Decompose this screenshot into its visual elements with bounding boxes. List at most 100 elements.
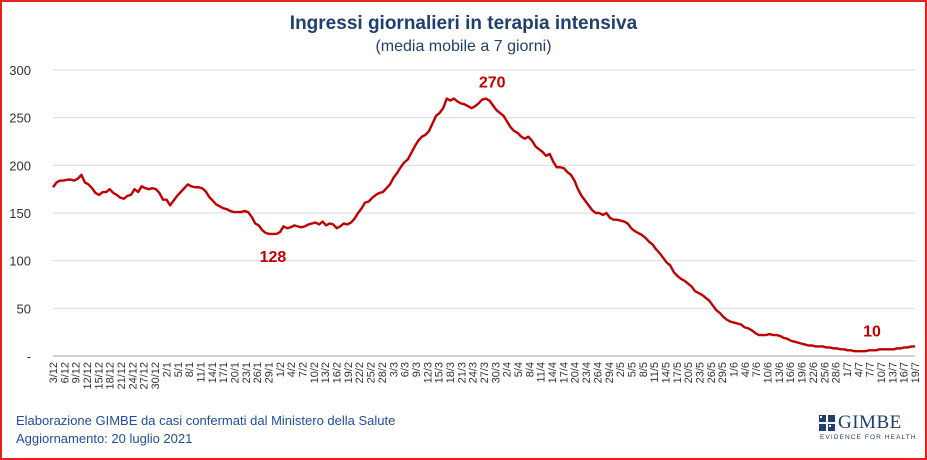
x-tick-label: 23/5 xyxy=(695,362,707,383)
x-tick-label: 10/2 xyxy=(309,362,321,383)
x-tick-label: 7/2 xyxy=(298,362,310,377)
x-tick-label: 7/6 xyxy=(751,362,763,377)
x-tick-label: 30/3 xyxy=(490,362,502,383)
x-tick-label: 10/6 xyxy=(763,362,775,383)
x-tick-label: 4/6 xyxy=(740,362,752,377)
x-tick-label: 14/1 xyxy=(207,362,219,383)
x-tick-label: 16/7 xyxy=(899,362,911,383)
y-tick-label: 150 xyxy=(9,206,31,221)
series-layer xyxy=(52,97,915,353)
x-tick-label: 19/2 xyxy=(343,362,355,383)
x-tick-label: 20/4 xyxy=(570,362,582,383)
y-tick-label: 250 xyxy=(9,111,31,126)
gimbe-logo-text: GIMBE xyxy=(838,412,902,433)
x-tick-label: 12/12 xyxy=(82,362,94,390)
x-tick-label: 16/2 xyxy=(332,362,344,383)
gimbe-logo: GIMBE EVIDENCE FOR HEALTH xyxy=(818,412,917,446)
x-tick-label: 13/6 xyxy=(774,362,786,383)
x-tick-label: 25/2 xyxy=(366,362,378,383)
chart-subtitle: (media mobile a 7 giorni) xyxy=(375,38,552,55)
x-tick-label: 14/5 xyxy=(660,362,672,383)
x-tick-label: 21/3 xyxy=(456,362,468,383)
y-tick-label: 200 xyxy=(9,158,31,173)
x-axis-ticks: 3/12 6/12 9/12 12/12 15/12 18/12 21/12 24/12 27/… xyxy=(48,362,922,390)
x-tick-label: 9/3 xyxy=(411,362,423,377)
x-tick-label: 4/7 xyxy=(853,362,865,377)
x-tick-label: 18/3 xyxy=(445,362,457,383)
x-tick-label: 2/4 xyxy=(502,362,514,377)
x-tick-label: 8/5 xyxy=(638,362,650,377)
x-tick-label: 22/6 xyxy=(808,362,820,383)
x-tick-label: 9/12 xyxy=(71,362,83,383)
data-label: 10 xyxy=(863,323,881,340)
x-tick-label: 1/6 xyxy=(729,362,741,377)
x-tick-label: 1/2 xyxy=(275,362,287,377)
y-axis-ticks: - 50 100 150 200 250 300 xyxy=(9,63,31,364)
x-tick-label: 29/5 xyxy=(717,362,729,383)
grid-lines xyxy=(53,69,915,357)
x-tick-label: 26/1 xyxy=(252,362,264,383)
x-tick-label: 5/1 xyxy=(173,362,185,377)
x-tick-label: 17/5 xyxy=(672,362,684,383)
x-tick-label: 27/3 xyxy=(479,362,491,383)
x-tick-label: 22/2 xyxy=(354,362,366,383)
x-tick-label: 2/1 xyxy=(161,362,173,377)
chart-title: Ingressi giornalieri in terapia intensiv… xyxy=(289,13,638,34)
x-tick-label: 1/7 xyxy=(842,362,854,377)
y-tick-label: 50 xyxy=(17,301,31,316)
data-label: 270 xyxy=(479,75,506,92)
footer-source: Elaborazione GIMBE da casi confermati da… xyxy=(16,413,396,428)
x-tick-label: 19/6 xyxy=(797,362,809,383)
x-tick-label: 3/12 xyxy=(48,362,60,383)
x-tick-label: 29/4 xyxy=(604,362,616,383)
x-tick-label: 18/12 xyxy=(105,362,117,390)
data-label: 128 xyxy=(260,249,287,266)
gimbe-logo-tagline: EVIDENCE FOR HEALTH xyxy=(820,434,917,441)
x-tick-label: 11/1 xyxy=(195,362,207,383)
x-tick-label: 12/3 xyxy=(422,362,434,383)
x-tick-label: 17/1 xyxy=(218,362,230,383)
x-tick-label: 29/1 xyxy=(264,362,276,383)
y-tick-label: 100 xyxy=(9,254,31,269)
x-tick-label: 3/3 xyxy=(388,362,400,377)
x-tick-label: 8/4 xyxy=(524,362,536,377)
x-tick-label: 25/6 xyxy=(819,362,831,383)
x-tick-label: 23/4 xyxy=(581,362,593,383)
x-tick-label: 30/12 xyxy=(150,362,162,390)
x-tick-label: 10/7 xyxy=(876,362,888,383)
x-tick-label: 20/1 xyxy=(229,362,241,383)
x-tick-label: 16/6 xyxy=(785,362,797,383)
x-tick-label: 14/4 xyxy=(547,362,559,383)
annotations-layer: 128 270 10 xyxy=(260,75,881,341)
y-tick-label: 300 xyxy=(9,63,31,78)
x-tick-label: 26/4 xyxy=(592,362,604,383)
x-tick-label: 7/7 xyxy=(865,362,877,377)
x-tick-label: 13/7 xyxy=(887,362,899,383)
series-line-icu-admissions xyxy=(52,97,915,353)
x-tick-label: 13/2 xyxy=(320,362,332,383)
x-tick-label: 23/1 xyxy=(241,362,253,383)
x-tick-label: 8/1 xyxy=(184,362,196,377)
x-tick-label: 26/5 xyxy=(706,362,718,383)
x-tick-label: 5/5 xyxy=(626,362,638,377)
x-tick-label: 11/5 xyxy=(649,362,661,383)
x-tick-label: 20/5 xyxy=(683,362,695,383)
gimbe-logo-icon xyxy=(819,415,835,431)
x-tick-label: 19/7 xyxy=(910,362,922,383)
footer-update: Aggiornamento: 20 luglio 2021 xyxy=(16,431,193,446)
x-tick-label: 2/5 xyxy=(615,362,627,377)
x-tick-label: 6/3 xyxy=(400,362,412,377)
x-tick-label: 11/4 xyxy=(536,362,548,383)
x-tick-label: 6/12 xyxy=(59,362,71,383)
x-tick-label: 21/12 xyxy=(116,362,128,390)
x-tick-label: 28/2 xyxy=(377,362,389,383)
y-tick-label: - xyxy=(27,349,31,364)
x-tick-label: 28/6 xyxy=(831,362,843,383)
x-tick-label: 15/12 xyxy=(93,362,105,390)
x-tick-label: 24/12 xyxy=(127,362,139,390)
x-tick-label: 5/4 xyxy=(513,362,525,377)
x-tick-label: 17/4 xyxy=(558,362,570,383)
x-tick-label: 24/3 xyxy=(468,362,480,383)
